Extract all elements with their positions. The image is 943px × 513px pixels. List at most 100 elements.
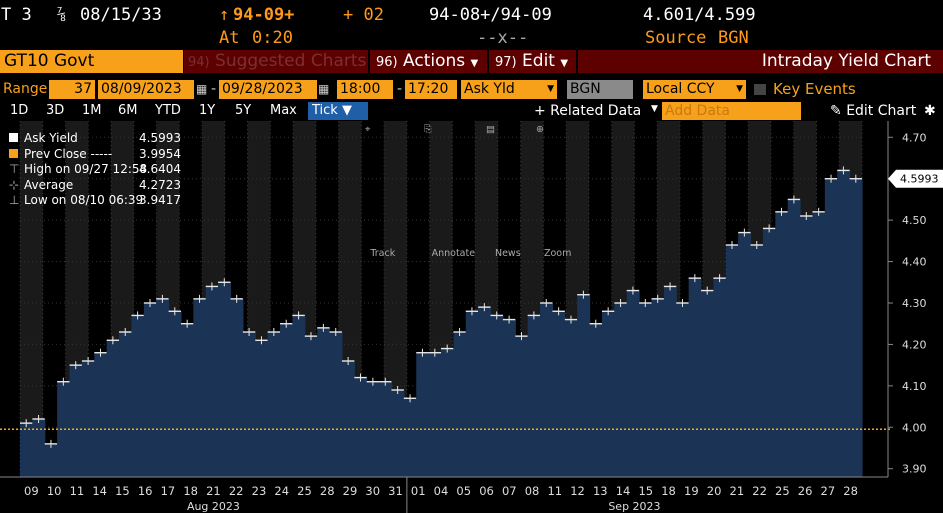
day-stripe [20, 121, 43, 477]
yield-bar [713, 278, 727, 477]
related-data-button[interactable]: + Related Data [534, 103, 642, 119]
tab-period-1y[interactable]: 1Y [199, 103, 216, 118]
yield-bar [824, 178, 838, 477]
yield-bar [280, 323, 294, 477]
suggested-num: 94) [188, 55, 210, 70]
currency-select[interactable]: Local CCY ▼ [643, 80, 746, 99]
legend-label: High on 09/27 12:58 [24, 162, 148, 176]
legend-item[interactable]: ⊹ Average 4.2723 [9, 178, 189, 194]
x-tick-label: 06 [479, 484, 494, 498]
legend-label: Average [24, 177, 74, 192]
range-days-input[interactable]: 37 [49, 80, 95, 99]
start-time-input[interactable]: 18:00 [337, 80, 393, 99]
track-tool[interactable]: ⌖ Track [365, 124, 396, 259]
legend-item[interactable]: ⊤ High on 09/27 12:58 4.6404 [9, 162, 189, 178]
tab-period-max[interactable]: Max [270, 103, 297, 118]
tab-period-1d[interactable]: 1D [10, 103, 29, 118]
suggested-charts-button[interactable]: 94) Suggested Charts [184, 50, 368, 73]
yield-bar [490, 315, 504, 477]
x-tick-label: 08 [525, 484, 540, 498]
pencil-icon: ✎ [830, 103, 842, 119]
zoom-tool[interactable]: ⊕ Zoom [536, 124, 572, 259]
tab-period-1m[interactable]: 1M [82, 103, 102, 118]
x-tick-label: 01 [411, 484, 426, 498]
key-events-checkbox[interactable] [754, 84, 766, 95]
tab-tick[interactable]: Tick ▼ [308, 102, 368, 120]
yield-bar [725, 245, 739, 477]
currency-dropdown-icon: ▼ [736, 84, 743, 94]
legend-value: 4.2723 [139, 177, 181, 192]
start-calendar-icon[interactable]: ▦ [196, 82, 208, 96]
yield-bar [775, 211, 789, 477]
annotate-label: Annotate [431, 248, 476, 259]
gear-icon[interactable]: ✱ [924, 103, 936, 119]
actions-dropdown-icon: ▼ [470, 58, 479, 69]
edit-chart-button[interactable]: ✎ Edit Chart [830, 102, 916, 120]
y-tick-label: 4.30 [902, 297, 927, 310]
add-data-input[interactable]: Add Data [662, 102, 801, 120]
time-separator: - [397, 81, 403, 97]
yield-bar [180, 323, 194, 477]
legend-label: Low on 08/10 06:39 [24, 193, 144, 207]
range-label: Range [3, 81, 48, 97]
end-date-input[interactable]: 09/28/2023 [219, 80, 317, 99]
x-tick-label: 13 [593, 484, 608, 498]
yield-bar [750, 245, 764, 477]
function-toolbar: GT10 Govt 94) Suggested Charts 96) Actio… [0, 50, 943, 73]
source-input[interactable]: BGN [567, 80, 633, 99]
month-label: Sep 2023 [608, 500, 660, 513]
field-select[interactable]: Ask Yld ▼ [461, 80, 557, 99]
range-row: Range 37 08/09/2023 ▦ - 09/28/2023 ▦ 18:… [0, 79, 943, 101]
edit-menu[interactable]: 97) Edit ▼ [489, 50, 576, 73]
legend-item[interactable]: Prev Close ----- 3.9954 [9, 147, 189, 163]
end-time-input[interactable]: 17:20 [405, 80, 457, 99]
coupon-fraction: ⅞ [57, 5, 67, 23]
x-tick-label: 30 [365, 484, 380, 498]
y-tick-label: 4.00 [902, 421, 927, 434]
x-tick-label: 20 [707, 484, 722, 498]
legend-item[interactable]: Ask Yield 4.5993 [9, 131, 189, 147]
end-calendar-icon[interactable]: ▦ [318, 82, 330, 96]
x-tick-label: 15 [115, 484, 130, 498]
x-tick-label: 18 [183, 484, 198, 498]
yield-bar [292, 315, 306, 477]
tab-period-ytd[interactable]: YTD [155, 103, 181, 118]
yield-bar [57, 381, 71, 477]
yield-bar [81, 361, 95, 477]
prev-close-swatch-icon [9, 148, 18, 158]
yield-chart[interactable]: 4.704.604.504.404.304.204.104.003.904.59… [0, 121, 943, 513]
tab-period-5y[interactable]: 5Y [235, 103, 252, 118]
bid-ask-price: 94-08+/94-09 [429, 5, 552, 25]
tab-period-3d[interactable]: 3D [46, 103, 65, 118]
yield-bar [44, 443, 58, 477]
x-tick-label: 31 [388, 484, 403, 498]
actions-label: Actions [403, 51, 466, 71]
news-tool[interactable]: ▤ News [486, 124, 521, 259]
yield-bar [32, 419, 46, 477]
x-tick-label: 16 [138, 484, 153, 498]
actions-menu[interactable]: 96) Actions ▼ [370, 50, 487, 73]
yield-bar [304, 336, 318, 477]
x-tick-label: 21 [206, 484, 221, 498]
yield-bar [465, 311, 479, 477]
x-tick-label: 14 [616, 484, 631, 498]
track-label: Track [370, 248, 396, 259]
y-tick-label: 4.10 [902, 380, 927, 393]
yield-bar [614, 303, 628, 477]
chart-legend: Ask Yield 4.5993 Prev Close ----- 3.9954… [9, 131, 189, 209]
annotate-tool[interactable]: ⎘ Annotate [424, 124, 476, 259]
start-date-input[interactable]: 08/09/2023 [98, 80, 194, 99]
yield-bar [502, 319, 516, 477]
x-tick-label: 22 [752, 484, 767, 498]
period-tabs: Tick ▼ + Related Data ▼ Add Data ✎ Edit … [0, 100, 943, 121]
x-tick-label: 15 [638, 484, 653, 498]
edit-label: Edit [522, 51, 555, 71]
x-tick-label: 21 [730, 484, 745, 498]
yield-bar [156, 298, 170, 477]
legend-item[interactable]: ⊥ Low on 08/10 06:39 3.9417 [9, 193, 189, 209]
tab-period-6m[interactable]: 6M [118, 103, 138, 118]
x-tick-label: 29 [343, 484, 358, 498]
ticker-field[interactable]: GT10 Govt [0, 50, 183, 73]
yield-bar [317, 327, 331, 477]
x-tick-label: 25 [297, 484, 312, 498]
